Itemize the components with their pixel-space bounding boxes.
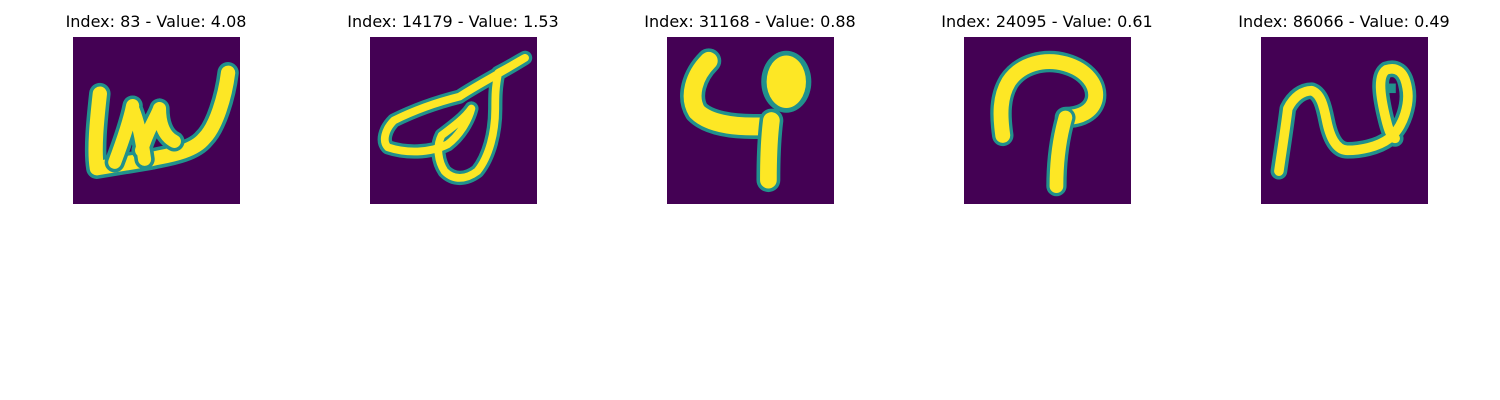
- digit-image-n: [1261, 37, 1428, 204]
- sample-panel-3: Index: 31168 - Value: 0.88: [620, 0, 880, 210]
- sample-panel-4: Index: 24095 - Value: 0.61: [917, 0, 1177, 210]
- panel-title: Index: 14179 - Value: 1.53: [347, 12, 559, 31]
- digit-image-4: [667, 37, 834, 204]
- digit-image-w: [73, 37, 240, 204]
- sample-panel-2: Index: 14179 - Value: 1.53: [323, 0, 583, 210]
- panel-title: Index: 83 - Value: 4.08: [65, 12, 247, 31]
- panel-title: Index: 86066 - Value: 0.49: [1238, 12, 1450, 31]
- digit-image-loop: [370, 37, 537, 204]
- sample-panel-1: Index: 83 - Value: 4.08: [26, 0, 286, 210]
- panel-title: Index: 24095 - Value: 0.61: [941, 12, 1153, 31]
- digit-image-p: [964, 37, 1131, 204]
- sample-panel-5: Index: 86066 - Value: 0.49: [1214, 0, 1474, 210]
- panel-title: Index: 31168 - Value: 0.88: [644, 12, 856, 31]
